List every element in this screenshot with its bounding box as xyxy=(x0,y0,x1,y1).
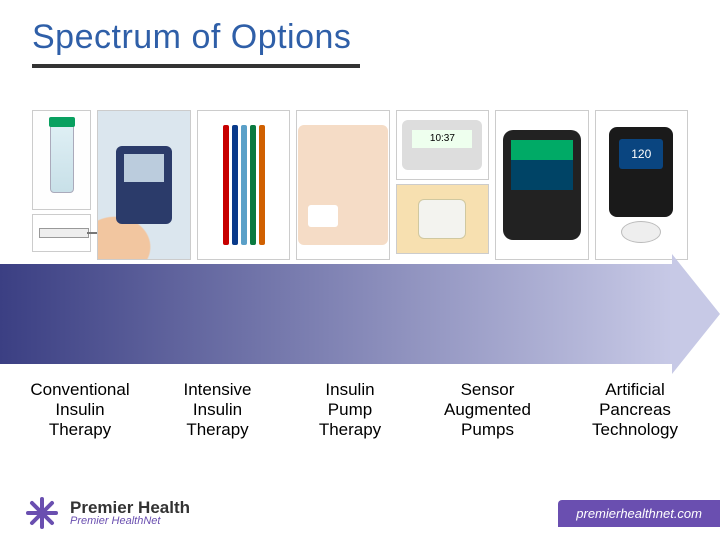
premier-logo-icon xyxy=(24,495,60,531)
spectrum-arrow xyxy=(0,264,720,364)
image-inhaler xyxy=(296,110,390,260)
footer-brand: Premier Health Premier HealthNet xyxy=(0,495,190,531)
footer: Premier Health Premier HealthNet premier… xyxy=(0,486,720,540)
insulin-vial-icon xyxy=(32,110,91,210)
image-intensive-pens xyxy=(197,110,291,260)
option-label: Sensor Augmented Pumps xyxy=(428,380,548,440)
cgm-sensor-icon xyxy=(621,221,661,243)
patch-pump-icon xyxy=(396,184,489,254)
insulin-pen-icon xyxy=(223,125,229,245)
title-underline xyxy=(32,64,360,68)
option-label: Artificial Pancreas Technology xyxy=(570,380,700,440)
image-pump-col xyxy=(396,110,489,260)
slide-title: Spectrum of Options xyxy=(32,18,351,57)
image-artificial-pancreas xyxy=(595,110,689,260)
insulin-pen-icon xyxy=(232,125,238,245)
insulin-pen-icon xyxy=(250,125,256,245)
brand-main: Premier Health xyxy=(70,499,190,516)
option-label: Conventional Insulin Therapy xyxy=(20,380,140,440)
pump-device-a-icon xyxy=(396,110,489,180)
footer-url: premierhealthnet.com xyxy=(558,500,720,527)
syringe-icon xyxy=(32,214,91,252)
image-sensor-pump xyxy=(495,110,589,260)
image-intensive-meter xyxy=(97,110,191,260)
option-label: Insulin Pump Therapy xyxy=(295,380,405,440)
brand-sub: Premier HealthNet xyxy=(70,516,190,527)
images-row xyxy=(32,110,688,260)
slide: Spectrum of Options Conventional In xyxy=(0,0,720,540)
inhaler-face-icon xyxy=(298,125,388,245)
artificial-pancreas-pump-icon xyxy=(609,127,673,217)
insulin-pen-icon xyxy=(241,125,247,245)
option-label: Intensive Insulin Therapy xyxy=(163,380,273,440)
insulin-pen-icon xyxy=(259,125,265,245)
image-conventional xyxy=(32,110,91,260)
sensor-pump-icon xyxy=(503,130,581,240)
arrow-body xyxy=(0,264,672,364)
arrow-head-icon xyxy=(672,254,720,374)
option-labels: Conventional Insulin Therapy Intensive In… xyxy=(20,380,700,440)
glucose-meter-icon xyxy=(116,146,172,224)
